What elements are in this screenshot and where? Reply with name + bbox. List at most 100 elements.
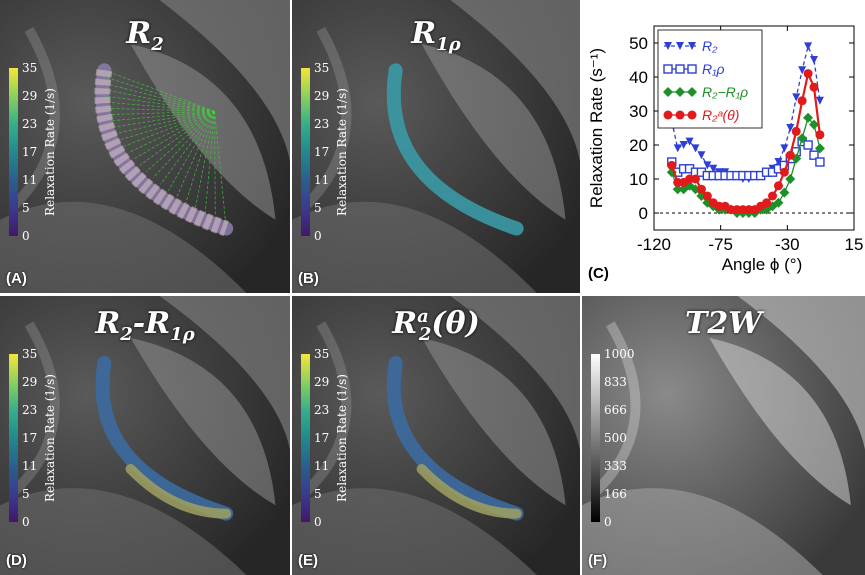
x-tick-label: -120 <box>637 235 671 254</box>
colorbar-tick: 500 <box>604 431 627 445</box>
data-point <box>678 184 689 195</box>
colorbar-title: Relaxation Rate (1/s) <box>335 374 349 502</box>
x-axis-label: Angle ϕ (°) <box>722 255 803 274</box>
data-point <box>667 160 677 170</box>
colorbar-tick: 11 <box>314 459 330 473</box>
colorbar <box>591 354 600 522</box>
data-point <box>690 174 700 184</box>
data-point <box>814 143 825 154</box>
colorbar-tick: 17 <box>314 145 330 159</box>
colorbar-tick: 17 <box>22 431 38 445</box>
x-tick-label: -30 <box>775 235 800 254</box>
data-point <box>809 82 819 92</box>
legend-entry: R₁ρ <box>702 61 725 77</box>
mri-background <box>292 0 580 293</box>
relaxation-rate-chart: 0 10 20 30 40 50 -120 -75 -30 15 Angle ϕ (°) Relaxa… <box>582 0 865 293</box>
data-point <box>663 87 673 97</box>
data-point <box>675 87 685 97</box>
colorbar-tick: 17 <box>314 431 330 445</box>
mri-background <box>0 0 290 293</box>
data-point <box>696 184 706 194</box>
data-point <box>685 137 694 146</box>
colorbar-tick: 666 <box>604 403 627 417</box>
panel-label: (D) <box>6 552 27 569</box>
colorbar-tick: 11 <box>314 173 330 187</box>
legend-entry: R₂−R₁ρ <box>702 84 748 100</box>
colorbar <box>301 68 310 236</box>
data-point <box>664 42 672 50</box>
data-point <box>803 69 813 79</box>
panel-label: (F) <box>588 552 608 569</box>
data-point <box>815 130 825 140</box>
data-point <box>792 93 801 102</box>
data-point <box>663 64 673 74</box>
data-point <box>803 140 813 150</box>
colorbar-tick: 333 <box>604 459 627 473</box>
panel-label: (E) <box>298 552 318 569</box>
panel-label: (C) <box>588 265 609 282</box>
colorbar-tick: 0 <box>22 515 30 529</box>
series-3 <box>667 69 825 215</box>
data-point <box>687 64 697 74</box>
data-point <box>780 144 789 153</box>
panel-f: T2W 1000 833 666 500 333 166 0 (F) <box>582 296 865 575</box>
data-point <box>797 133 808 144</box>
colorbar-tick: 17 <box>22 145 38 159</box>
colorbar-title: Relaxation Rate (1/s) <box>43 88 57 216</box>
panel-title: R2 <box>126 16 164 55</box>
panel-title: R1ρ <box>411 16 461 55</box>
data-point <box>687 87 697 97</box>
colorbar-tick: 35 <box>314 61 330 75</box>
colorbar <box>9 68 18 236</box>
colorbar-tick: 0 <box>314 229 322 243</box>
data-point <box>676 42 684 50</box>
colorbar-tick: 29 <box>22 375 38 389</box>
panel-title: T2W <box>685 306 762 341</box>
colorbar-tick: 833 <box>604 375 627 389</box>
data-point <box>688 42 696 50</box>
colorbar-tick: 0 <box>314 515 322 529</box>
mri-background <box>292 296 580 575</box>
colorbar-tick: 5 <box>22 487 30 501</box>
colorbar-ticks: 35 29 23 17 11 5 0 <box>22 62 42 242</box>
colorbar-tick: 5 <box>314 201 322 215</box>
colorbar <box>301 354 310 522</box>
data-point <box>702 191 712 201</box>
panel-title: Ra2(θ) <box>392 306 480 345</box>
y-tick-label: 20 <box>629 136 648 155</box>
colorbar-title: Relaxation Rate (1/s) <box>335 88 349 216</box>
colorbar-tick: 23 <box>314 117 330 131</box>
data-point <box>798 66 807 75</box>
y-tick-label: 50 <box>629 34 648 53</box>
panel-a: R2 35 29 23 17 11 5 0 Relaxation Rate (1/s) (A) <box>0 0 290 293</box>
data-point <box>768 191 778 201</box>
panel-e: Ra2(θ) 35 29 23 17 11 5 0 Relaxation Rate (1/s) (… <box>292 296 580 575</box>
data-point <box>697 151 706 160</box>
data-point <box>797 96 807 106</box>
colorbar-tick: 29 <box>22 89 38 103</box>
colorbar-tick: 5 <box>314 487 322 501</box>
data-point <box>672 184 683 195</box>
data-point <box>803 112 814 123</box>
data-point <box>773 181 783 191</box>
y-axis-label: Relaxation Rate (s⁻¹) <box>587 48 606 208</box>
data-point <box>809 150 819 160</box>
legend-entry: R₂ᵃ(θ) <box>702 107 739 123</box>
colorbar-ticks: 35 29 23 17 11 5 0 <box>314 62 334 242</box>
panel-d: R2-R1ρ 35 29 23 17 11 5 0 Relaxation Rate (1/s) (… <box>0 296 290 575</box>
data-point <box>785 150 795 160</box>
colorbar-title: Relaxation Rate (1/s) <box>43 374 57 502</box>
y-tick-label: 40 <box>629 68 648 87</box>
legend: R₂ R₁ρ R₂−R₁ρ R₂ᵃ(θ) <box>657 29 763 129</box>
legend-box <box>657 29 763 129</box>
colorbar-tick: 166 <box>604 487 627 501</box>
data-point <box>810 56 818 64</box>
y-tick-label: 30 <box>629 102 648 121</box>
colorbar-ticks: 1000 833 666 500 333 166 0 <box>604 348 635 528</box>
panel-label: (B) <box>298 270 319 287</box>
data-point <box>791 126 801 136</box>
data-point <box>786 124 795 132</box>
data-point <box>815 157 825 167</box>
data-point <box>773 197 784 208</box>
y-tick-label: 10 <box>629 170 648 189</box>
